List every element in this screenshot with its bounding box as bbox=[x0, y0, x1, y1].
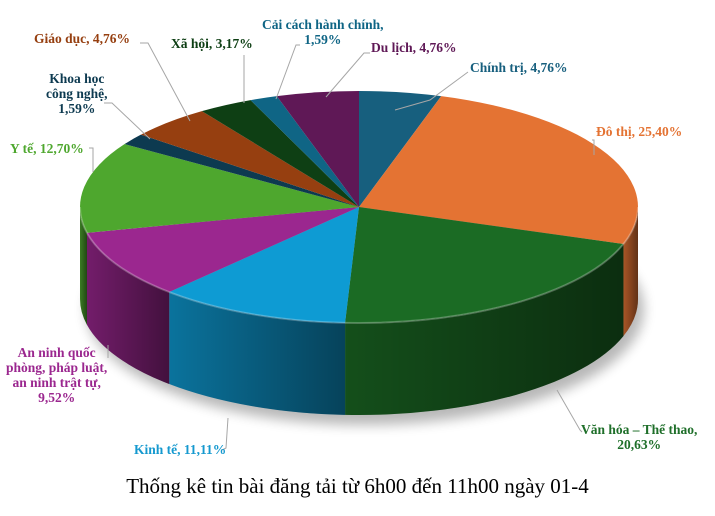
label-line: an ninh trật tự, bbox=[12, 375, 101, 390]
label-line: phòng, pháp luật, bbox=[6, 360, 108, 375]
label-chinh-tri: Chính trị, 4,76% bbox=[470, 60, 568, 75]
chart-caption: Thống kê tin bài đăng tải từ 6h00 đến 11… bbox=[126, 474, 589, 498]
leader-line bbox=[104, 102, 151, 140]
label-cai-cach-hanh-chinh: Cải cách hành chính, 1,59% bbox=[262, 17, 384, 47]
label-y-te: Y tế, 12,70% bbox=[10, 141, 84, 156]
pie-side-shade bbox=[169, 292, 346, 415]
pie-slice bbox=[201, 100, 359, 207]
label-line: Xã hội, 3,17% bbox=[171, 36, 253, 51]
leader-line bbox=[89, 147, 94, 172]
pie-slice bbox=[359, 96, 638, 244]
label-line: 1,59% bbox=[304, 32, 342, 47]
leader-line bbox=[325, 52, 370, 98]
label-van-hoa-the-thao: Văn hóa – Thể thao, 20,63% bbox=[581, 422, 697, 452]
pie-slice bbox=[359, 91, 442, 207]
label-line: Văn hóa – Thể thao, bbox=[581, 422, 698, 437]
label-xa-hoi: Xã hội, 3,17% bbox=[171, 36, 253, 51]
pie-side-shade bbox=[345, 243, 624, 416]
leader-line bbox=[275, 44, 300, 100]
label-giao-duc: Giáo dục, 4,76% bbox=[34, 31, 130, 46]
leader-line bbox=[592, 139, 595, 155]
pie-slice bbox=[250, 96, 359, 207]
label-line: Giáo dục, 4,76% bbox=[34, 31, 131, 46]
label-khoa-hoc-cong-nghe: Khoa học công nghệ, 1,59% bbox=[46, 71, 108, 116]
pie-slice bbox=[169, 207, 359, 323]
label-line: Du lịch, 4,76% bbox=[371, 40, 457, 55]
pie-slice bbox=[276, 91, 359, 207]
pie-slice bbox=[87, 207, 360, 293]
leader-line bbox=[394, 71, 469, 111]
label-line: công nghệ, bbox=[46, 86, 108, 101]
label-an-ninh: An ninh quốc phòng, pháp luật, an ninh trậ… bbox=[6, 345, 107, 405]
label-line: An ninh quốc bbox=[17, 345, 96, 360]
label-du-lich: Du lịch, 4,76% bbox=[371, 40, 457, 55]
label-line: 1,59% bbox=[58, 101, 96, 116]
label-line: Đô thị, 25,40% bbox=[596, 124, 683, 139]
label-line: Khoa học bbox=[49, 71, 105, 86]
label-line: Y tế, 12,70% bbox=[10, 141, 84, 156]
label-line: Cải cách hành chính, bbox=[262, 17, 384, 32]
pie-slice bbox=[124, 134, 359, 207]
pie-slice bbox=[140, 111, 359, 207]
label-do-thi: Đô thị, 25,40% bbox=[596, 124, 682, 139]
leader-line bbox=[556, 389, 583, 433]
label-line: Chính trị, 4,76% bbox=[470, 60, 568, 75]
label-line: 9,52% bbox=[38, 390, 76, 405]
leader-line bbox=[221, 417, 229, 451]
label-line: 20,63% bbox=[617, 437, 662, 452]
pie-slice bbox=[345, 207, 624, 323]
pie-slice bbox=[80, 144, 359, 233]
label-kinh-te: Kinh tế, 11,11% bbox=[134, 442, 226, 457]
label-line: Kinh tế, 11,11% bbox=[134, 442, 227, 457]
pie-top bbox=[79, 91, 639, 324]
rim-highlight bbox=[79, 206, 639, 324]
pie-side-shade bbox=[623, 207, 638, 336]
pie-side-shade bbox=[80, 207, 88, 325]
leader-line bbox=[140, 42, 191, 122]
leader-lines bbox=[89, 42, 595, 451]
